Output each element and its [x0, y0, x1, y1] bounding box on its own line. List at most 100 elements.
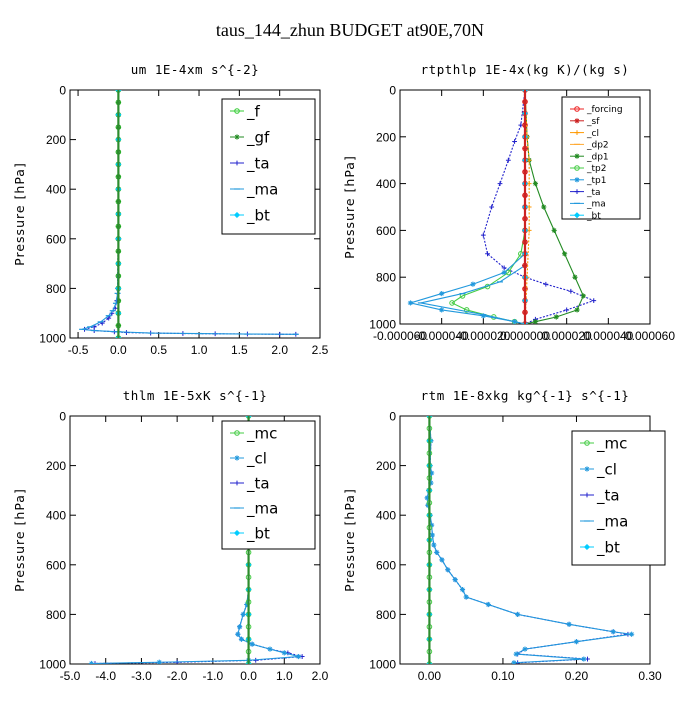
data-point [572, 274, 578, 280]
y-tick-label: 0 [389, 410, 396, 424]
data-point [568, 288, 574, 294]
y-tick-label: 1000 [39, 332, 66, 346]
data-point [480, 232, 486, 238]
x-tick-label: 0.30 [638, 669, 662, 683]
data-point [240, 611, 246, 617]
data-point [564, 307, 570, 313]
legend-marker [584, 492, 590, 498]
data-point [543, 281, 549, 287]
legend-box [571, 430, 666, 566]
legend-marker [234, 455, 240, 461]
page-title: taus_144_zhun BUDGET at90E,70N [215, 20, 485, 40]
data-point [429, 522, 435, 528]
x-tick-label: -0.000020 [456, 329, 510, 343]
data-point [452, 577, 458, 583]
x-tick-label: 1.5 [231, 343, 248, 357]
series-line [524, 90, 530, 324]
data-point [480, 313, 486, 319]
y-tick-label: 400 [376, 177, 396, 191]
legend-label: _cl [586, 129, 599, 139]
y-tick-label: 200 [376, 459, 396, 473]
data-point [429, 532, 435, 538]
y-tick-label: 600 [46, 558, 66, 572]
data-point [281, 650, 287, 656]
data-point [445, 567, 451, 573]
legend-marker [233, 529, 241, 537]
plot-frame [69, 415, 321, 665]
data-point [489, 204, 495, 210]
legend-label: _ta [586, 188, 601, 198]
chart-panel-um: um 1E-4xm s^{-2} Pressure [hPa] 0 200 400 600… [12, 62, 329, 357]
legend-label: _cl [246, 449, 267, 468]
legend-label: _bt [586, 211, 601, 221]
data-point [235, 631, 241, 637]
legend-label: _dp2 [586, 141, 609, 151]
data-point [463, 307, 470, 313]
data-point [439, 290, 445, 297]
data-point [580, 293, 586, 299]
legend-marker [233, 211, 241, 219]
data-point [505, 157, 511, 163]
x-tick-label: 2.5 [312, 343, 329, 357]
data-point [610, 629, 616, 635]
y-tick-label: 1000 [369, 318, 396, 332]
data-point [431, 542, 437, 548]
data-point [459, 587, 466, 593]
data-point [511, 660, 517, 664]
series-line [482, 90, 596, 324]
y-axis-label: Pressure [hPa] [12, 162, 27, 266]
data-point [541, 204, 547, 210]
legend-label: _ma [586, 200, 606, 210]
legend-marker [584, 466, 590, 472]
data-point [573, 639, 580, 645]
series-tp1 [407, 90, 528, 324]
y-axis-label: Pressure [hPa] [12, 488, 27, 592]
data-point [522, 646, 528, 652]
legend-label: _ta [596, 486, 620, 505]
y-tick-label: 800 [46, 608, 66, 622]
data-point [470, 281, 476, 287]
chart-panel-rtpthlp: rtpthlp 1E-4x(kg K)/(kg s) Pressure [hPa]… [342, 62, 675, 343]
series-line [91, 416, 299, 664]
legend-label: _ma [246, 499, 278, 518]
chart-panel-thlm: thlm 1E-5xK s^{-1} Pressure [hPa] 0 200 400 6… [12, 388, 329, 683]
legend-marker [574, 106, 580, 112]
legend-marker [574, 118, 580, 124]
legend: _mc _cl _ta _ma _bt [221, 420, 316, 550]
x-tick-label: 0.000040 [583, 329, 633, 343]
x-tick-label: 0.10 [491, 669, 515, 683]
y-tick-label: 400 [376, 509, 396, 523]
data-point [532, 319, 539, 324]
data-point [428, 480, 434, 486]
legend-label: _tp1 [586, 176, 606, 186]
legend-label: _bt [246, 524, 270, 543]
data-point [449, 300, 455, 306]
legend: _forcing _sf _cl _dp2_dp1 _tp2 _tp1 _ta _ma_bt [561, 96, 641, 221]
x-tick-label: 0.5 [150, 343, 167, 357]
data-point [553, 314, 559, 320]
x-tick-label: 0.0 [110, 343, 127, 357]
x-tick-label: -0.000060 [373, 329, 427, 343]
legend: _mc _cl _ta _ma _bt [571, 430, 666, 566]
data-point [434, 549, 440, 555]
data-point [513, 651, 519, 657]
x-tick-label: -4.0 [95, 669, 116, 683]
data-point [295, 653, 302, 660]
legend-label: _ma [246, 180, 278, 199]
legend-label: _sf [586, 117, 600, 127]
data-point [238, 636, 245, 642]
legend-label: _ta [246, 474, 270, 493]
x-tick-label: 1.0 [191, 343, 208, 357]
legend-label: _bt [596, 538, 620, 557]
x-tick-label: -3.0 [131, 669, 152, 683]
data-point [512, 139, 517, 144]
legend-label: _bt [246, 206, 270, 225]
data-point [591, 298, 597, 303]
data-point [156, 659, 162, 664]
legend-label: _cl [596, 460, 617, 479]
x-tick-label: 0.0 [240, 669, 257, 683]
legend-marker [573, 212, 581, 219]
data-point [574, 307, 580, 313]
y-axis-label: Pressure [hPa] [342, 155, 357, 259]
x-tick-label: 0.000000 [500, 329, 550, 343]
